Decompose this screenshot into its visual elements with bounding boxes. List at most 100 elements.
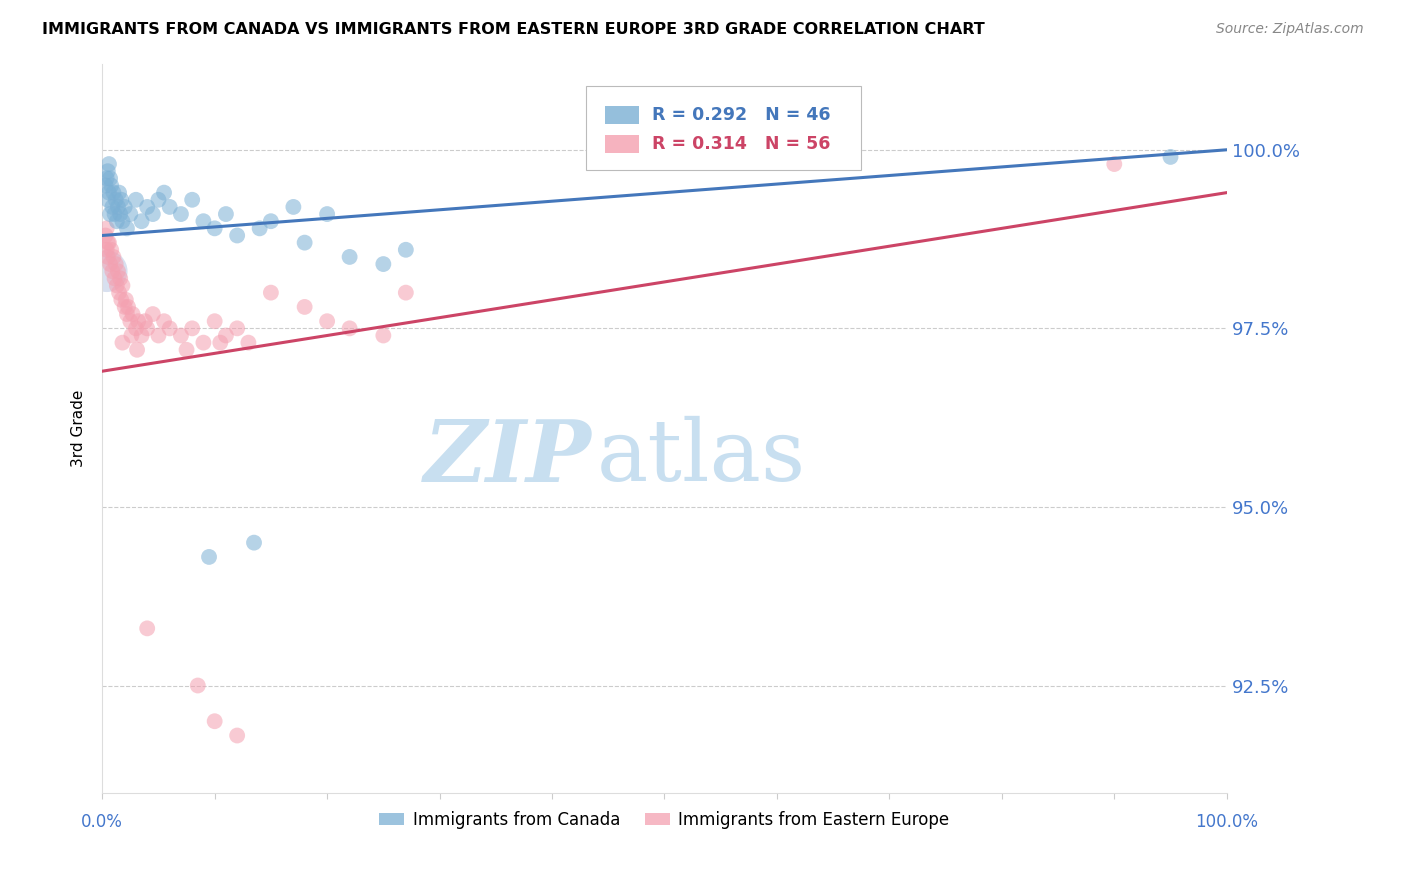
Point [283, 200, 305, 214]
Point [101, 200, 124, 214]
Point [215, 207, 238, 221]
Point [294, 300, 316, 314]
Text: R = 0.292   N = 46: R = 0.292 N = 46 [652, 106, 831, 124]
Point [395, 285, 418, 300]
Point [115, 307, 138, 321]
Text: atlas: atlas [598, 416, 806, 500]
Point [148, 193, 170, 207]
Point [96, 264, 118, 278]
Text: Source: ZipAtlas.com: Source: ZipAtlas.com [1216, 22, 1364, 37]
Point [103, 250, 125, 264]
Point [111, 278, 134, 293]
Point [193, 335, 215, 350]
Point [107, 264, 129, 278]
Point [96, 243, 118, 257]
Point [204, 314, 226, 328]
Text: IMMIGRANTS FROM CANADA VS IMMIGRANTS FROM EASTERN EUROPE 3RD GRADE CORRELATION C: IMMIGRANTS FROM CANADA VS IMMIGRANTS FRO… [42, 22, 986, 37]
Point [108, 285, 131, 300]
Text: 100.0%: 100.0% [1195, 813, 1258, 830]
Point [339, 250, 361, 264]
Point [176, 343, 198, 357]
Point [142, 307, 165, 321]
Point [136, 321, 159, 335]
Point [94, 178, 117, 193]
Point [125, 193, 148, 207]
Point [181, 321, 204, 335]
Point [170, 328, 193, 343]
Point [108, 271, 131, 285]
Point [120, 207, 142, 221]
Point [96, 171, 118, 186]
Point [193, 214, 215, 228]
Point [103, 271, 125, 285]
Point [111, 214, 134, 228]
Point [238, 335, 260, 350]
Point [111, 335, 134, 350]
Text: ZIP: ZIP [423, 416, 592, 500]
Point [97, 164, 120, 178]
Point [1104, 157, 1126, 171]
Point [294, 235, 316, 250]
Point [100, 243, 122, 257]
Point [159, 200, 181, 214]
Point [316, 314, 339, 328]
Point [101, 264, 124, 278]
Point [96, 221, 118, 235]
Point [97, 186, 120, 200]
Text: R = 0.314   N = 56: R = 0.314 N = 56 [652, 136, 831, 153]
Point [97, 157, 120, 171]
Point [243, 535, 266, 549]
Point [120, 328, 142, 343]
Point [316, 207, 339, 221]
Point [107, 200, 129, 214]
Point [103, 186, 125, 200]
Point [97, 235, 120, 250]
Legend: Immigrants from Canada, Immigrants from Eastern Europe: Immigrants from Canada, Immigrants from … [373, 804, 956, 835]
Point [94, 228, 117, 243]
Point [170, 207, 193, 221]
Point [98, 257, 121, 271]
Point [131, 328, 153, 343]
Point [339, 321, 361, 335]
Point [115, 221, 138, 235]
Point [134, 314, 156, 328]
Point [142, 207, 165, 221]
FancyBboxPatch shape [605, 106, 638, 124]
Point [131, 214, 153, 228]
Point [226, 228, 249, 243]
Point [226, 321, 249, 335]
Y-axis label: 3rd Grade: 3rd Grade [72, 390, 86, 467]
Point [105, 278, 128, 293]
Point [108, 186, 131, 200]
Point [209, 335, 232, 350]
Point [117, 300, 139, 314]
Point [260, 214, 283, 228]
Point [103, 207, 125, 221]
Point [120, 314, 142, 328]
Point [97, 193, 120, 207]
Point [97, 235, 120, 250]
Point [98, 171, 121, 186]
Point [108, 207, 131, 221]
Point [127, 314, 149, 328]
Point [105, 214, 128, 228]
Point [153, 186, 176, 200]
Point [148, 328, 170, 343]
Point [1160, 150, 1182, 164]
FancyBboxPatch shape [605, 136, 638, 153]
Point [114, 300, 136, 314]
Point [249, 221, 271, 235]
Point [110, 293, 132, 307]
Point [204, 221, 226, 235]
Point [98, 207, 121, 221]
Point [136, 200, 159, 214]
FancyBboxPatch shape [586, 86, 862, 169]
Point [97, 250, 120, 264]
Point [104, 193, 127, 207]
Point [125, 343, 148, 357]
Point [114, 293, 136, 307]
Point [373, 328, 395, 343]
Point [121, 307, 143, 321]
Point [181, 193, 204, 207]
Point [125, 321, 148, 335]
